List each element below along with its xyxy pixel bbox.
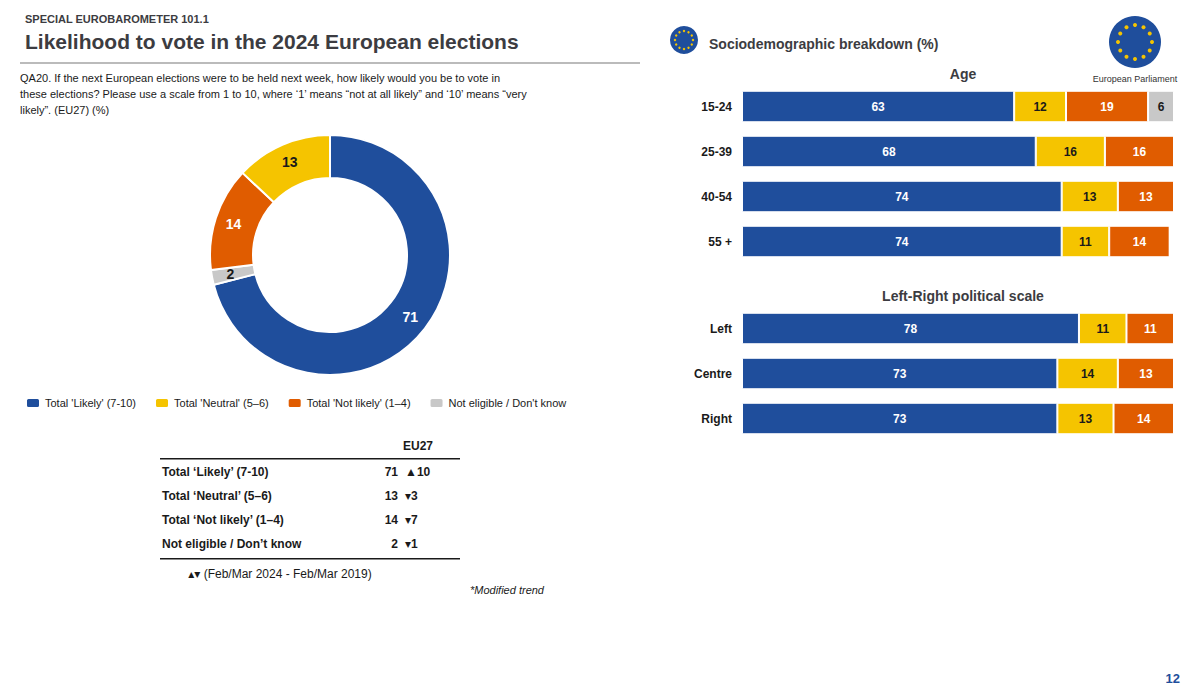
svg-text:14: 14 xyxy=(385,513,399,527)
svg-text:12: 12 xyxy=(1166,671,1180,686)
svg-text:▾1: ▾1 xyxy=(405,537,418,551)
svg-text:Likelihood to vote in the 2024: Likelihood to vote in the 2024 European … xyxy=(25,30,519,53)
svg-text:2: 2 xyxy=(226,266,234,282)
svg-text:78: 78 xyxy=(904,322,918,336)
svg-text:Total ‘Not likely’ (1–4): Total ‘Not likely’ (1–4) xyxy=(162,513,284,527)
svg-text:71: 71 xyxy=(402,309,418,325)
svg-text:63: 63 xyxy=(871,100,885,114)
svg-text:▾7: ▾7 xyxy=(405,513,418,527)
svg-text:13: 13 xyxy=(1083,190,1097,204)
svg-text:14: 14 xyxy=(1133,235,1147,249)
svg-text:55 +: 55 + xyxy=(708,235,732,249)
svg-text:19: 19 xyxy=(1100,100,1114,114)
svg-text:▾3: ▾3 xyxy=(405,489,418,503)
svg-text:Not eligible / Don’t know: Not eligible / Don’t know xyxy=(162,537,302,551)
svg-text:6: 6 xyxy=(1158,100,1165,114)
svg-text:these elections? Please use a: these elections? Please use a scale from… xyxy=(20,88,527,100)
svg-text:71: 71 xyxy=(385,465,399,479)
svg-text:16: 16 xyxy=(1133,145,1147,159)
svg-text:Total ‘Likely’ (7-10): Total ‘Likely’ (7-10) xyxy=(162,465,268,479)
svg-text:Left: Left xyxy=(710,322,732,336)
svg-text:13: 13 xyxy=(1139,190,1153,204)
svg-text:Right: Right xyxy=(701,412,732,426)
svg-text:Total 'Likely' (7-10): Total 'Likely' (7-10) xyxy=(45,397,136,409)
svg-text:11: 11 xyxy=(1079,235,1092,249)
svg-text:13: 13 xyxy=(385,489,399,503)
svg-text:73: 73 xyxy=(893,367,907,381)
svg-text:13: 13 xyxy=(282,154,298,170)
svg-text:11: 11 xyxy=(1144,322,1157,336)
svg-text:EU27: EU27 xyxy=(403,439,433,453)
svg-text:SPECIAL EUROBAROMETER 101.1: SPECIAL EUROBAROMETER 101.1 xyxy=(25,13,209,25)
svg-text:2: 2 xyxy=(391,537,398,551)
svg-text:Sociodemographic breakdown (%): Sociodemographic breakdown (%) xyxy=(709,36,938,52)
svg-text:Left-Right political scale: Left-Right political scale xyxy=(882,288,1044,304)
svg-text:74: 74 xyxy=(895,190,909,204)
svg-text:QA20. If the next European ele: QA20. If the next European elections wer… xyxy=(20,72,500,84)
svg-text:40-54: 40-54 xyxy=(701,190,732,204)
svg-text:16: 16 xyxy=(1064,145,1078,159)
svg-text:14: 14 xyxy=(1081,367,1095,381)
svg-text:▴▾ (Feb/Mar 2024 - Feb/Mar 201: ▴▾ (Feb/Mar 2024 - Feb/Mar 2019) xyxy=(188,567,371,581)
svg-text:25-39: 25-39 xyxy=(701,145,732,159)
svg-text:European Parliament: European Parliament xyxy=(1093,74,1178,84)
svg-text:14: 14 xyxy=(226,216,242,232)
svg-text:likely”. (EU27) (%): likely”. (EU27) (%) xyxy=(20,104,109,116)
svg-text:*Modified trend: *Modified trend xyxy=(470,584,545,596)
svg-text:15-24: 15-24 xyxy=(701,100,732,114)
svg-text:Total ‘Neutral’ (5–6): Total ‘Neutral’ (5–6) xyxy=(162,489,272,503)
svg-text:13: 13 xyxy=(1079,412,1093,426)
svg-text:73: 73 xyxy=(893,412,907,426)
svg-text:Age: Age xyxy=(950,66,977,82)
svg-text:▲10: ▲10 xyxy=(405,465,431,479)
svg-text:68: 68 xyxy=(882,145,896,159)
svg-text:11: 11 xyxy=(1096,322,1109,336)
svg-text:Total 'Neutral' (5–6): Total 'Neutral' (5–6) xyxy=(174,397,269,409)
svg-text:Total 'Not likely' (1–4): Total 'Not likely' (1–4) xyxy=(307,397,411,409)
svg-text:14: 14 xyxy=(1137,412,1151,426)
svg-text:12: 12 xyxy=(1033,100,1047,114)
svg-text:13: 13 xyxy=(1139,367,1153,381)
svg-text:74: 74 xyxy=(895,235,909,249)
svg-text:Centre: Centre xyxy=(694,367,732,381)
svg-text:Not eligible / Don't know: Not eligible / Don't know xyxy=(449,397,567,409)
